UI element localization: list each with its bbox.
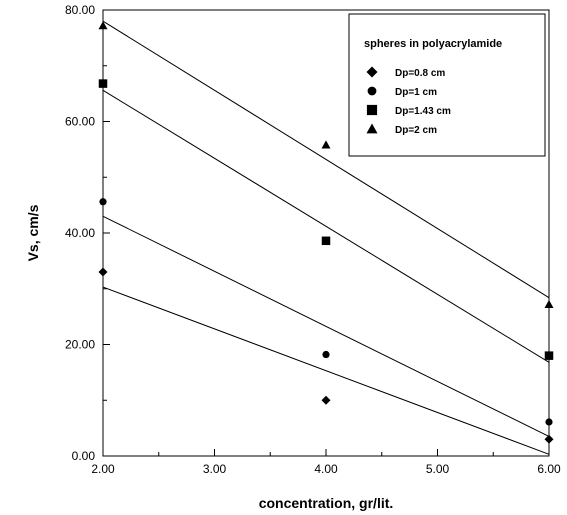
data-point-square	[321, 236, 331, 246]
x-axis-ticks: 2.00 3.00 4.00 5.00 6.00	[91, 449, 561, 476]
fit-lines	[102, 20, 550, 455]
legend-marker-square	[366, 104, 378, 116]
legend-items: Dp=0.8 cm Dp=1 cm Dp=1.43 cm Dp=2 cm	[366, 66, 451, 136]
data-point-triangle	[321, 140, 331, 149]
legend-label: Dp=1.43 cm	[395, 106, 451, 117]
legend-label: Dp=1 cm	[395, 87, 437, 98]
fit-line-3	[102, 89, 550, 363]
legend-title: spheres in polyacrylamide	[364, 38, 502, 50]
legend-label: Dp=2 cm	[395, 125, 437, 136]
y-tick-label: 60.00	[65, 115, 95, 129]
x-tick-label: 5.00	[426, 462, 450, 476]
data-point-circle	[322, 350, 330, 359]
x-tick-label: 3.00	[203, 462, 227, 476]
legend-label: Dp=0.8 cm	[395, 68, 445, 79]
legend-marker-triangle	[366, 123, 378, 134]
x-axis-title: concentration, gr/lit.	[259, 495, 394, 511]
y-tick-label: 0.00	[72, 449, 96, 463]
fit-line-2	[102, 215, 550, 437]
x-tick-label: 4.00	[314, 462, 338, 476]
legend-marker-diamond	[366, 66, 378, 78]
fit-line-4	[102, 20, 550, 299]
fit-line-1	[102, 286, 550, 455]
y-tick-label: 80.00	[65, 3, 95, 17]
y-tick-label: 20.00	[65, 338, 95, 352]
y-axis-ticks: 0.00 20.00 40.00 60.00 80.00	[65, 3, 110, 463]
legend-box	[348, 13, 546, 157]
legend-marker-circle	[367, 86, 377, 96]
legend: spheres in polyacrylamide Dp=0.8 cm Dp=1 …	[348, 13, 546, 157]
y-tick-label: 40.00	[65, 226, 95, 240]
x-tick-label: 6.00	[537, 462, 561, 476]
data-point-diamond	[321, 395, 331, 405]
x-tick-label: 2.00	[91, 462, 115, 476]
y-axis-title: Vs, cm/s	[25, 204, 41, 261]
